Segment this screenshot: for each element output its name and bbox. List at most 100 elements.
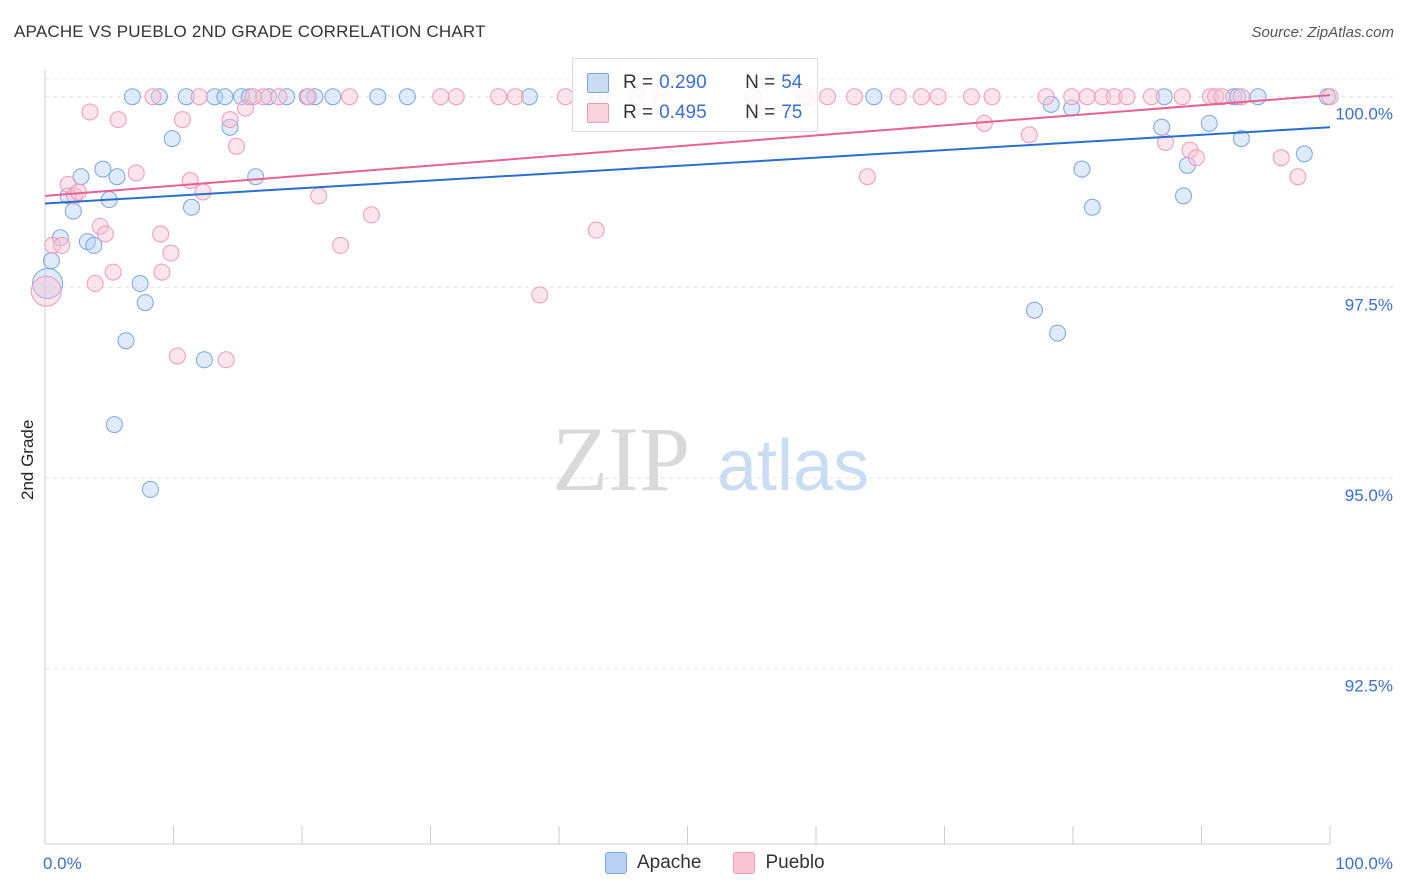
pueblo-point [109,111,127,129]
apache-point [136,294,154,312]
apache-point [324,88,342,106]
pueblo-point [270,88,288,106]
pueblo-point [162,244,180,262]
pueblo-point [1037,88,1055,106]
n-label: N = [745,102,776,123]
pueblo-point [96,225,114,243]
apache-point [163,130,181,148]
pueblo-point [144,88,162,106]
pueblo-swatch [587,103,609,123]
apache-point [1049,324,1067,342]
legend-label: Apache [637,852,702,873]
stats-box: R = 0.290 N = 54 R = 0.495 N = 75 [572,58,818,132]
pueblo-point [1289,168,1307,186]
y-tick-label: 97.5% [1345,295,1393,314]
y-axis-label: 2nd Grade [18,419,37,500]
apache-point [150,88,168,106]
apache-point [1228,88,1246,106]
apache-point [1295,145,1313,163]
pueblo-point [490,88,508,106]
y-tick-labels: 92.5% 95.0% 97.5% 100.0% [1335,105,1393,696]
apache-point [1155,88,1173,106]
apache-point [520,88,538,106]
apache-point [865,88,883,106]
apache-point [216,88,234,106]
watermark-zip: ZIP [552,408,690,510]
r-value: 0.290 [659,72,707,93]
pueblo-point [929,88,947,106]
apache-point [1025,301,1043,319]
apache-point [398,88,416,106]
pueblo-point [983,88,1001,106]
pueblo-point [217,351,235,369]
apache-point [1200,114,1218,132]
pueblo-point [889,88,907,106]
stats-row-apache: R = 0.290 N = 54 [587,72,802,94]
legend-label: Pueblo [765,852,825,873]
pueblo-legend-swatch [733,852,756,874]
pueblo-point [1272,149,1290,167]
pueblo-point [310,187,328,205]
stats-row-pueblo: R = 0.495 N = 75 [587,102,802,124]
apache-point [141,480,159,498]
source-credit: Source: ZipAtlas.com [1251,24,1394,41]
pueblo-point [30,275,62,307]
pueblo-point [221,111,239,129]
apache-point [1153,118,1171,136]
apache-point [123,88,141,106]
pueblo-point [168,347,186,365]
pueblo-point [1232,88,1250,106]
pueblo-point [819,88,837,106]
pueblo-point [181,172,199,190]
apache-point [177,88,195,106]
pueblo-point [962,88,980,106]
pueblo-point [190,88,208,106]
pueblo-point [1321,88,1339,106]
apache-trend-line [44,126,1331,205]
pueblo-point [1078,88,1096,106]
pueblo-point [81,103,99,121]
apache-point [247,168,265,186]
pueblo-point [86,275,104,293]
y-tick-label: 95.0% [1345,486,1393,505]
pueblo-point [846,88,864,106]
apache-point [306,88,324,106]
pueblo-point [127,164,145,182]
pueblo-point [1142,88,1160,106]
x-tick-labels: 0.0% 100.0% [43,854,1393,873]
apache-point [1232,130,1250,148]
apache-point [94,160,112,178]
apache-point [206,88,224,106]
x-tick-label: 100.0% [1335,854,1393,873]
legend-item-pueblo[interactable]: Pueblo [733,852,825,874]
pueblo-point [1020,126,1038,144]
r-label: R = [623,72,654,93]
apache-point [369,88,387,106]
legend: Apache Pueblo [605,852,857,874]
y-tick-label: 100.0% [1335,105,1393,124]
apache-point [1249,88,1267,106]
pueblo-point [432,88,450,106]
apache-point [1175,187,1193,205]
apache-point [108,168,126,186]
r-label: R = [623,102,654,123]
axes [44,70,1331,845]
r-value: 0.495 [659,102,707,123]
pueblo-point [153,263,171,281]
pueblo-point [1094,88,1112,106]
pueblo-point [194,183,212,201]
apache-point [240,88,258,106]
apache-point [117,332,135,350]
apache-swatch [587,73,609,93]
data-points [30,88,1339,498]
pueblo-point [858,168,876,186]
apache-point [1073,160,1091,178]
watermark-atlas: atlas [717,426,869,506]
apache-point [1083,198,1101,216]
legend-item-apache[interactable]: Apache [605,852,701,874]
pueblo-point [1173,88,1191,106]
pueblo-point [1187,149,1205,167]
pueblo-point [341,88,359,106]
apache-point [42,252,60,270]
